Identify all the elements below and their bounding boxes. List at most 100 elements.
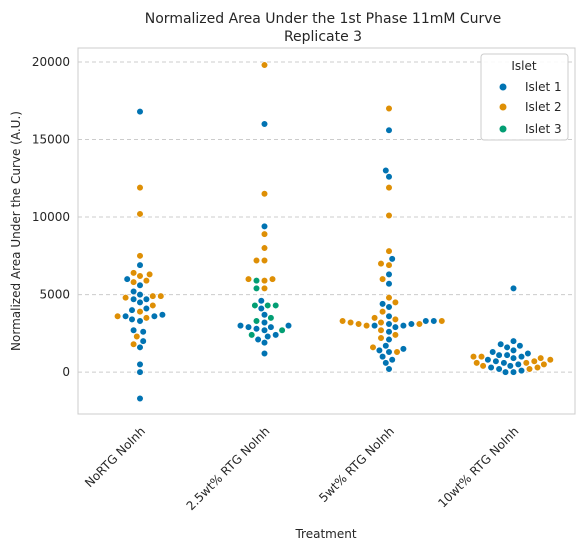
data-point-islet-1 <box>136 368 144 376</box>
data-point-islet-2 <box>149 301 157 310</box>
data-point-islet-2 <box>260 61 269 69</box>
data-point-islet-1 <box>385 126 393 134</box>
data-point-islet-2 <box>391 315 400 323</box>
data-point-islet-1 <box>158 311 166 319</box>
y-tick-label: 10000 <box>32 210 70 224</box>
data-point-islet-2 <box>371 314 379 322</box>
data-point-islet-1 <box>272 331 280 339</box>
x-axis-label: Treatment <box>294 527 356 541</box>
data-point-islet-1 <box>382 359 390 367</box>
data-point-islet-2 <box>391 331 400 339</box>
data-point-islet-2 <box>252 256 261 265</box>
data-point-islet-2 <box>260 230 269 238</box>
legend-box <box>480 53 569 141</box>
data-point-islet-1 <box>267 323 275 331</box>
legend-marker-islet-2 <box>499 103 507 111</box>
data-point-islet-2 <box>479 362 487 370</box>
data-point-islet-2 <box>537 354 545 362</box>
data-point-islet-1 <box>500 359 508 367</box>
data-point-islet-1 <box>371 322 379 330</box>
data-point-islet-1 <box>501 368 510 376</box>
data-point-islet-2 <box>149 292 157 300</box>
data-point-islet-1 <box>260 222 269 230</box>
data-point-islet-2 <box>530 357 538 365</box>
data-point-islet-2 <box>260 190 269 198</box>
data-point-islet-1 <box>388 255 396 263</box>
data-point-islet-2 <box>525 365 534 373</box>
data-point-islet-2 <box>347 318 355 327</box>
data-point-islet-2 <box>385 247 393 255</box>
data-point-islet-1 <box>142 295 150 303</box>
data-point-islet-1 <box>379 300 387 308</box>
data-point-islet-2 <box>260 277 269 285</box>
data-point-islet-1 <box>385 365 393 373</box>
data-point-islet-3 <box>264 301 272 310</box>
data-point-islet-3 <box>251 301 259 310</box>
data-point-islet-2 <box>121 294 130 302</box>
data-point-islet-1 <box>524 349 532 358</box>
data-point-islet-2 <box>136 210 144 218</box>
x-tick-label: 5wt% RTG NoInh <box>316 424 397 505</box>
data-point-islet-2 <box>260 284 269 292</box>
data-point-islet-3 <box>272 301 280 310</box>
data-point-islet-1 <box>136 107 144 116</box>
data-point-islet-1 <box>385 280 393 288</box>
y-tick-label: 20000 <box>32 55 70 69</box>
data-point-islet-2 <box>355 320 363 328</box>
data-point-islet-2 <box>136 308 144 316</box>
data-point-islet-1 <box>487 363 495 372</box>
x-tick-label: NoRTG NoInh <box>82 424 148 490</box>
data-point-islet-2 <box>377 326 385 334</box>
data-point-islet-1 <box>136 317 144 325</box>
data-point-islet-1 <box>130 326 138 334</box>
data-point-islet-1 <box>136 360 144 368</box>
data-point-islet-1 <box>484 356 492 364</box>
data-point-islet-2 <box>533 363 542 372</box>
data-point-islet-2 <box>385 104 393 113</box>
data-point-islet-1 <box>123 275 131 283</box>
data-point-islet-1 <box>503 351 511 359</box>
data-point-islet-1 <box>385 173 393 181</box>
data-point-islet-2 <box>136 272 144 280</box>
data-point-islet-1 <box>136 290 144 299</box>
data-point-islet-1 <box>506 362 514 370</box>
data-point-islet-2 <box>369 343 377 351</box>
data-point-islet-2 <box>540 360 548 368</box>
data-point-islet-1 <box>139 337 147 345</box>
data-point-islet-1 <box>492 357 500 365</box>
data-point-islet-1 <box>430 317 438 325</box>
data-point-islet-1 <box>391 323 400 331</box>
data-point-islet-2 <box>142 314 150 322</box>
y-axis-label: Normalized Area Under the Curve (A.U.) <box>9 111 23 351</box>
data-point-islet-1 <box>388 356 396 364</box>
data-point-islet-1 <box>260 349 269 358</box>
data-point-islet-1 <box>260 120 269 128</box>
data-point-islet-2 <box>157 292 165 300</box>
y-tick-label: 15000 <box>32 133 70 147</box>
data-point-islet-1 <box>422 317 430 325</box>
data-point-islet-2 <box>260 244 269 252</box>
data-point-islet-2 <box>385 211 393 220</box>
data-point-islet-1 <box>260 318 269 327</box>
data-point-islet-1 <box>252 325 261 333</box>
data-point-islet-2 <box>377 334 385 342</box>
data-point-islet-1 <box>130 287 138 296</box>
data-point-islet-1 <box>260 339 269 347</box>
data-point-islet-2 <box>130 278 138 286</box>
data-point-islet-2 <box>377 259 385 268</box>
data-point-islet-1 <box>382 166 390 175</box>
data-point-islet-1 <box>257 304 265 313</box>
data-point-islet-1 <box>375 346 384 355</box>
data-point-islet-1 <box>489 348 497 356</box>
y-axis-ticks: 0 5000 10000 15000 20000 <box>32 55 70 379</box>
data-point-islet-1 <box>379 353 387 361</box>
data-point-islet-2 <box>363 322 371 330</box>
data-point-islet-1 <box>497 340 505 348</box>
data-point-islet-1 <box>509 368 518 376</box>
data-point-islet-1 <box>139 328 147 336</box>
data-point-islet-2 <box>379 275 387 283</box>
data-point-islet-1 <box>385 335 393 344</box>
data-point-islet-2 <box>379 308 387 316</box>
chart-title: Normalized Area Under the 1st Phase 11mM… <box>145 11 501 27</box>
